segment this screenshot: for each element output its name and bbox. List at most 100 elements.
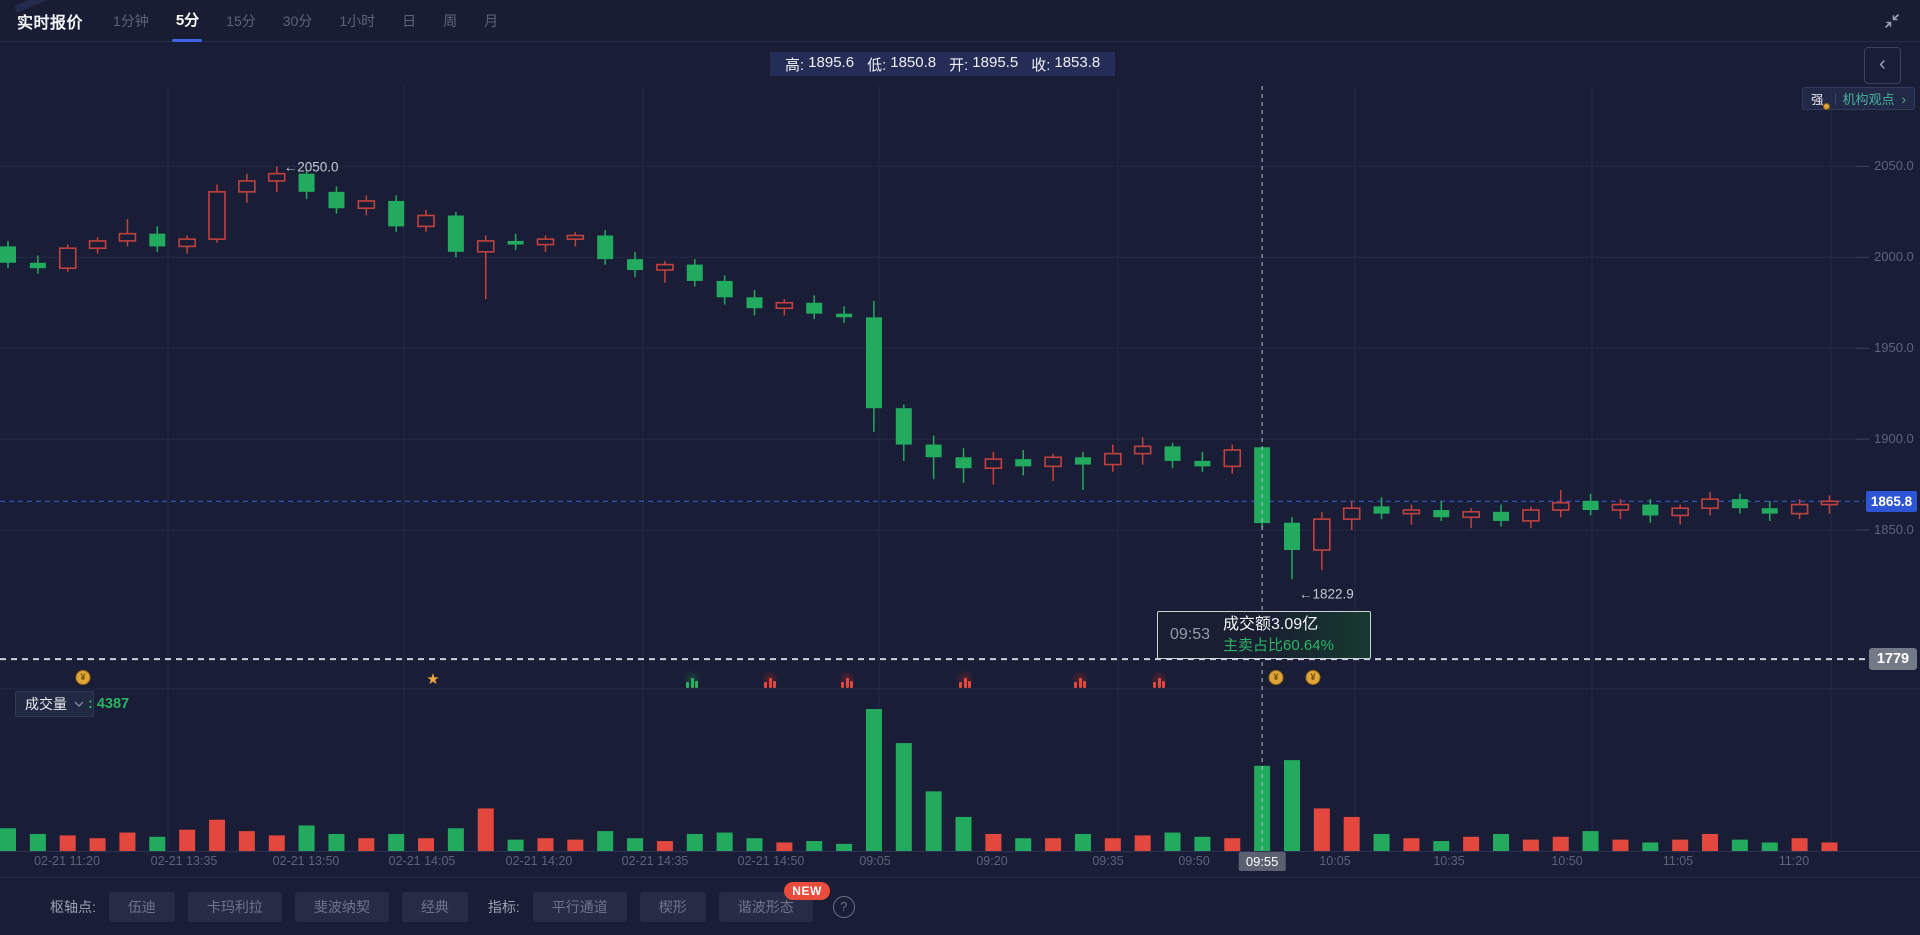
volume-bar — [537, 838, 554, 851]
volume-bar — [149, 836, 166, 851]
sell-volume-icon[interactable] — [1071, 670, 1089, 688]
volume-bar — [1045, 838, 1062, 851]
volume-bar — [776, 842, 793, 851]
volume-bar — [1164, 832, 1181, 851]
candle — [686, 264, 703, 281]
candle — [716, 280, 733, 298]
indicator-button-楔形[interactable]: 楔形 — [639, 891, 706, 922]
buy-volume-icon[interactable] — [683, 670, 701, 688]
x-axis-label: 11:20 — [1778, 854, 1810, 868]
volume-bar — [925, 791, 942, 851]
candle — [1761, 508, 1778, 514]
x-axis-label: 09:50 — [1178, 854, 1210, 868]
volume-bar — [418, 838, 435, 851]
chevron-right-icon: › — [1901, 90, 1907, 107]
tab-30分[interactable]: 30分 — [282, 12, 313, 29]
tab-日[interactable]: 日 — [402, 12, 417, 29]
y-axis-label: 1950.0 — [1874, 340, 1914, 356]
volume-bar — [179, 829, 196, 851]
sell-volume-icon[interactable] — [761, 670, 779, 688]
x-axis-label: 02-21 13:50 — [272, 854, 340, 868]
tooltip-sell-ratio: 主卖占比60.64% — [1223, 636, 1334, 654]
volume-bar — [865, 709, 882, 851]
star-icon[interactable]: ★ — [426, 671, 440, 688]
volume-bar — [388, 833, 405, 851]
volume-indicator-dropdown[interactable]: 成交量 — [15, 691, 94, 717]
volume-bar — [1433, 841, 1450, 851]
ohlc-value: 1895.5 — [972, 53, 1019, 71]
tab-1分钟[interactable]: 1分钟 — [113, 12, 149, 29]
volume-bar — [298, 825, 315, 851]
candle — [88, 240, 107, 250]
sell-volume-icon[interactable] — [838, 670, 856, 688]
candle — [597, 235, 614, 260]
tab-1小时[interactable]: 1小时 — [339, 12, 376, 29]
bar — [1162, 681, 1165, 688]
x-axis-label: 10:35 — [1433, 854, 1465, 868]
pivot-button-斐波纳契[interactable]: 斐波纳契 — [294, 891, 389, 922]
institution-view-link[interactable]: 机构观点 — [1842, 92, 1895, 107]
candle — [627, 259, 644, 271]
candle — [118, 232, 137, 242]
indicator-button-谐波形态[interactable]: 谐波形态 NEW — [718, 881, 830, 922]
last-price-badge: 1865.8 — [1866, 491, 1917, 512]
candle — [1283, 522, 1300, 550]
sell-volume-icon[interactable] — [1150, 670, 1168, 688]
collapse-panel-button[interactable]: ‹ — [1864, 47, 1901, 84]
chevron-down-icon — [74, 701, 84, 707]
candle — [925, 444, 942, 458]
tab-周[interactable]: 周 — [443, 12, 458, 29]
candle — [507, 240, 524, 245]
help-icon[interactable]: ? — [832, 895, 855, 918]
alert-price-badge: 1779 — [1869, 648, 1917, 670]
bar — [768, 678, 772, 688]
tab-5分[interactable]: 5分 — [176, 0, 199, 42]
strength-badge: 强 — [1811, 89, 1830, 110]
candle — [1522, 509, 1540, 522]
ohlc-label: 收: — [1031, 56, 1051, 74]
volume-bar — [1642, 842, 1659, 851]
institution-view-pill[interactable]: 强 机构观点 › — [1802, 87, 1916, 110]
candle — [1671, 507, 1689, 517]
volume-bar — [1015, 838, 1032, 851]
sell-volume-icon[interactable] — [956, 670, 974, 688]
indicator-button-平行通道[interactable]: 平行通道 — [532, 891, 627, 922]
volume-bar — [1074, 833, 1091, 851]
volume-bar — [358, 838, 375, 851]
candle — [1731, 499, 1748, 509]
bar — [968, 681, 971, 688]
candle — [806, 302, 823, 314]
candle — [895, 408, 912, 445]
tab-15分[interactable]: 15分 — [226, 12, 256, 29]
volume-bar — [1283, 760, 1300, 851]
candle — [1254, 447, 1271, 524]
x-axis-label: 02-21 13:35 — [150, 854, 218, 868]
candle — [1044, 456, 1062, 468]
x-axis-label: 02-21 14:35 — [621, 854, 689, 868]
y-axis-label: 1850.0 — [1874, 522, 1914, 537]
volume-bar — [1761, 842, 1778, 851]
pivot-button-经典[interactable]: 经典 — [401, 891, 468, 922]
y-axis-label: 1900.0 — [1874, 431, 1914, 447]
volume-bar — [29, 833, 46, 851]
candle — [955, 457, 972, 469]
exit-fullscreen-icon[interactable] — [1882, 11, 1902, 31]
pivot-button-伍迪[interactable]: 伍迪 — [108, 891, 175, 922]
tab-月[interactable]: 月 — [484, 12, 499, 29]
candle — [1133, 445, 1152, 455]
gold-coin-icon[interactable]: ¥ — [75, 670, 91, 685]
x-axis-label: 02-21 14:05 — [388, 854, 456, 868]
candle — [1074, 457, 1091, 465]
gold-coin-icon[interactable]: ¥ — [1305, 670, 1321, 685]
bar — [1157, 678, 1161, 688]
volume-bar — [1403, 838, 1420, 851]
x-axis-label: 10:50 — [1551, 854, 1583, 868]
pivot-button-卡玛利拉[interactable]: 卡玛利拉 — [187, 891, 282, 922]
bar — [959, 682, 962, 688]
candle — [1551, 501, 1570, 511]
gold-coin-icon[interactable]: ¥ — [1268, 670, 1284, 685]
ohlc-value: 1850.8 — [890, 53, 937, 71]
candle — [1790, 503, 1809, 515]
candle — [267, 172, 286, 182]
